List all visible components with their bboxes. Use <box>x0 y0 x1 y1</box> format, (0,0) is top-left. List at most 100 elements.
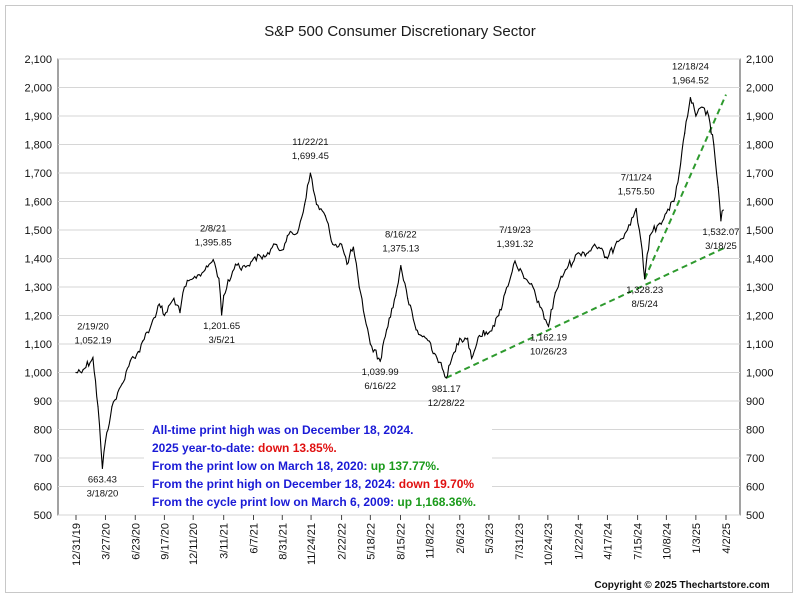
note-line: From the print low on March 18, 2020: up… <box>152 459 439 473</box>
data-point <box>134 357 136 359</box>
note-line: All-time print high was on December 18, … <box>152 423 413 437</box>
data-point <box>281 249 283 251</box>
note-line: 2025 year-to-date: down 13.85%. <box>152 441 337 455</box>
data-point <box>415 329 417 331</box>
annotation-value: 1,391.32 <box>496 239 533 250</box>
data-point <box>577 252 579 254</box>
price-line <box>75 97 724 469</box>
y-tick-label-left: 2,000 <box>24 83 52 95</box>
note-segment: All-time print high was on December 18, … <box>152 423 413 437</box>
data-point <box>204 269 206 271</box>
data-point <box>245 266 247 268</box>
data-point <box>466 337 469 339</box>
data-point <box>689 97 692 99</box>
data-point <box>158 303 160 305</box>
data-point <box>75 371 77 374</box>
x-tick-label: 4/2/25 <box>721 523 733 554</box>
data-point <box>324 215 326 217</box>
data-point <box>142 340 144 342</box>
y-tick-label-left: 900 <box>34 396 52 408</box>
note-segment: down 13.85%. <box>258 441 337 455</box>
note-segment: down 19.70% <box>399 477 475 491</box>
y-tick-label-left: 1,400 <box>24 254 52 266</box>
annotation-date: 7/19/23 <box>499 225 531 236</box>
annotation-date: 7/11/24 <box>621 172 652 183</box>
note-line: From the cycle print low on March 6, 200… <box>152 495 476 509</box>
note-segment: 2025 year-to-date: <box>152 441 258 455</box>
data-point <box>428 340 430 342</box>
data-point <box>640 240 642 242</box>
data-point <box>498 314 500 317</box>
data-point <box>453 351 455 354</box>
grid-layer <box>58 58 740 516</box>
data-point <box>720 220 722 222</box>
data-point <box>104 440 107 442</box>
data-point <box>593 243 596 245</box>
data-point <box>657 223 660 225</box>
x-tick-label: 12/31/19 <box>71 523 83 566</box>
y-tick-label-right: 1,800 <box>746 140 774 152</box>
annotation-date: 10/26/23 <box>530 346 567 357</box>
x-tick-label: 7/15/24 <box>633 523 645 560</box>
y-tick-label-right: 1,700 <box>746 168 774 180</box>
annotation-date: 2/19/20 <box>77 322 109 333</box>
note-segment: From the print low on March 18, 2020: <box>152 459 371 473</box>
y-tick-label-left: 700 <box>34 453 52 465</box>
data-point <box>695 115 697 117</box>
y-tick-label-left: 500 <box>34 510 52 522</box>
x-tick-label: 1/22/24 <box>573 523 585 560</box>
chart-frame: S&P 500 Consumer Discretionary Sector 50… <box>5 5 793 593</box>
data-point <box>478 334 481 337</box>
data-point <box>395 294 397 297</box>
data-point <box>179 312 181 314</box>
y-tick-label-right: 600 <box>746 482 764 494</box>
data-point <box>684 132 686 134</box>
annotation-value: 1,052.19 <box>74 336 111 347</box>
y-axis-left: 500 600 700 800 900 1,000 1,100 1,200 1,300 1,400… <box>24 54 52 522</box>
y-tick-label-right: 1,200 <box>746 311 774 323</box>
chart-svg: S&P 500 Consumer Discretionary Sector 50… <box>24 23 774 591</box>
data-point <box>129 360 131 362</box>
x-tick-label: 2/22/22 <box>337 523 349 560</box>
x-tick-label: 5/3/23 <box>484 523 496 554</box>
y-tick-label-right: 1,000 <box>746 368 774 380</box>
data-point <box>173 297 175 299</box>
x-tick-label: 5/18/22 <box>365 523 377 560</box>
data-point <box>358 286 360 288</box>
data-point <box>626 229 629 231</box>
data-point <box>471 357 473 359</box>
data-point <box>101 467 104 470</box>
y-tick-label-right: 800 <box>746 425 764 437</box>
annotations: 2/19/20 1,052.19 3/18/20 663.43 2/8/21 1,395.… <box>74 62 739 500</box>
y-tick-label-left: 2,100 <box>24 54 52 66</box>
y-tick-label-right: 1,100 <box>746 339 774 351</box>
data-point <box>386 329 388 331</box>
x-tick-label: 2/6/23 <box>455 523 467 554</box>
y-tick-label-left: 1,300 <box>24 282 52 294</box>
note-line: From the print high on December 18, 2024… <box>152 477 474 491</box>
y-tick-label-right: 1,400 <box>746 254 774 266</box>
x-tick-label: 8/31/21 <box>277 523 289 560</box>
annotation-value: 981.17 <box>432 384 461 395</box>
data-point <box>514 260 516 262</box>
data-point <box>547 325 550 327</box>
y-tick-label-left: 1,500 <box>24 225 52 237</box>
y-tick-label-left: 800 <box>34 425 52 437</box>
x-tick-label: 9/17/20 <box>159 523 171 560</box>
chart-title: S&P 500 Consumer Discretionary Sector <box>264 23 536 40</box>
trendlines <box>445 94 727 379</box>
note-segment: From the cycle print low on March 6, 200… <box>152 495 397 509</box>
data-point <box>488 332 490 334</box>
annotation-date: 3/18/20 <box>87 488 119 499</box>
x-axis: 12/31/19 3/27/20 6/23/20 9/17/20 12/11/20 3/1… <box>71 515 733 566</box>
x-tick-label: 1/3/25 <box>691 523 703 554</box>
annotation-date: 3/5/21 <box>208 335 234 346</box>
data-point <box>379 360 381 362</box>
annotation-date: 2/8/21 <box>200 224 226 235</box>
y-tick-label-right: 2,100 <box>746 54 774 66</box>
annotation-date: 6/16/22 <box>364 381 396 392</box>
x-tick-label: 7/31/23 <box>514 523 526 560</box>
y-tick-label-right: 500 <box>746 510 764 522</box>
data-point <box>400 264 402 267</box>
data-point <box>309 172 311 174</box>
